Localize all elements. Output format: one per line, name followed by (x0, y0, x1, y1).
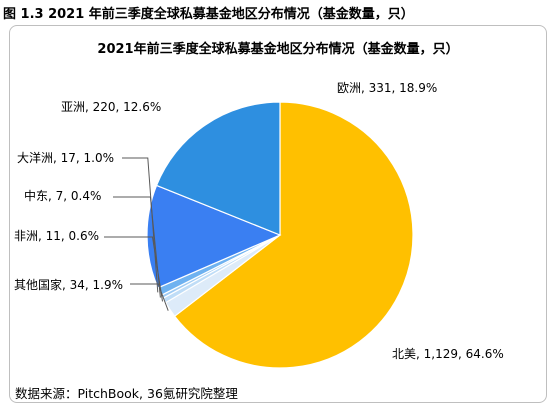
slice-label-6: 欧洲, 331, 18.9% (337, 81, 437, 95)
pie-slice-6 (155, 101, 281, 236)
source-note: 数据来源：PitchBook, 36氪研究院整理 (15, 386, 238, 401)
slice-labels: 北美, 1,129, 64.6% 其他国家, 34, 1.9% 非洲, 11, 0.… (14, 81, 504, 361)
leader-line-1 (130, 283, 169, 311)
slice-label-0: 北美, 1,129, 64.6% (392, 347, 504, 361)
pie-slice-0 (173, 101, 414, 369)
pie-slices (146, 101, 414, 369)
leader-lines (104, 157, 169, 311)
leader-line-2 (104, 236, 163, 302)
chart-title: 2021年前三季度全球私募基金地区分布情况（基金数量，只） (97, 41, 458, 57)
slice-label-1: 其他国家, 34, 1.9% (14, 277, 123, 292)
slice-label-3: 中东, 7, 0.4% (24, 188, 101, 203)
figure-caption: 图 1.3 2021 年前三季度全球私募基金地区分布情况（基金数量，只） (3, 7, 414, 22)
slice-label-2: 非洲, 11, 0.6% (14, 229, 99, 243)
slice-label-5: 亚洲, 220, 12.6% (61, 100, 161, 114)
leader-line-4 (122, 157, 159, 293)
slice-label-4: 大洋洲, 17, 1.0% (17, 150, 114, 165)
